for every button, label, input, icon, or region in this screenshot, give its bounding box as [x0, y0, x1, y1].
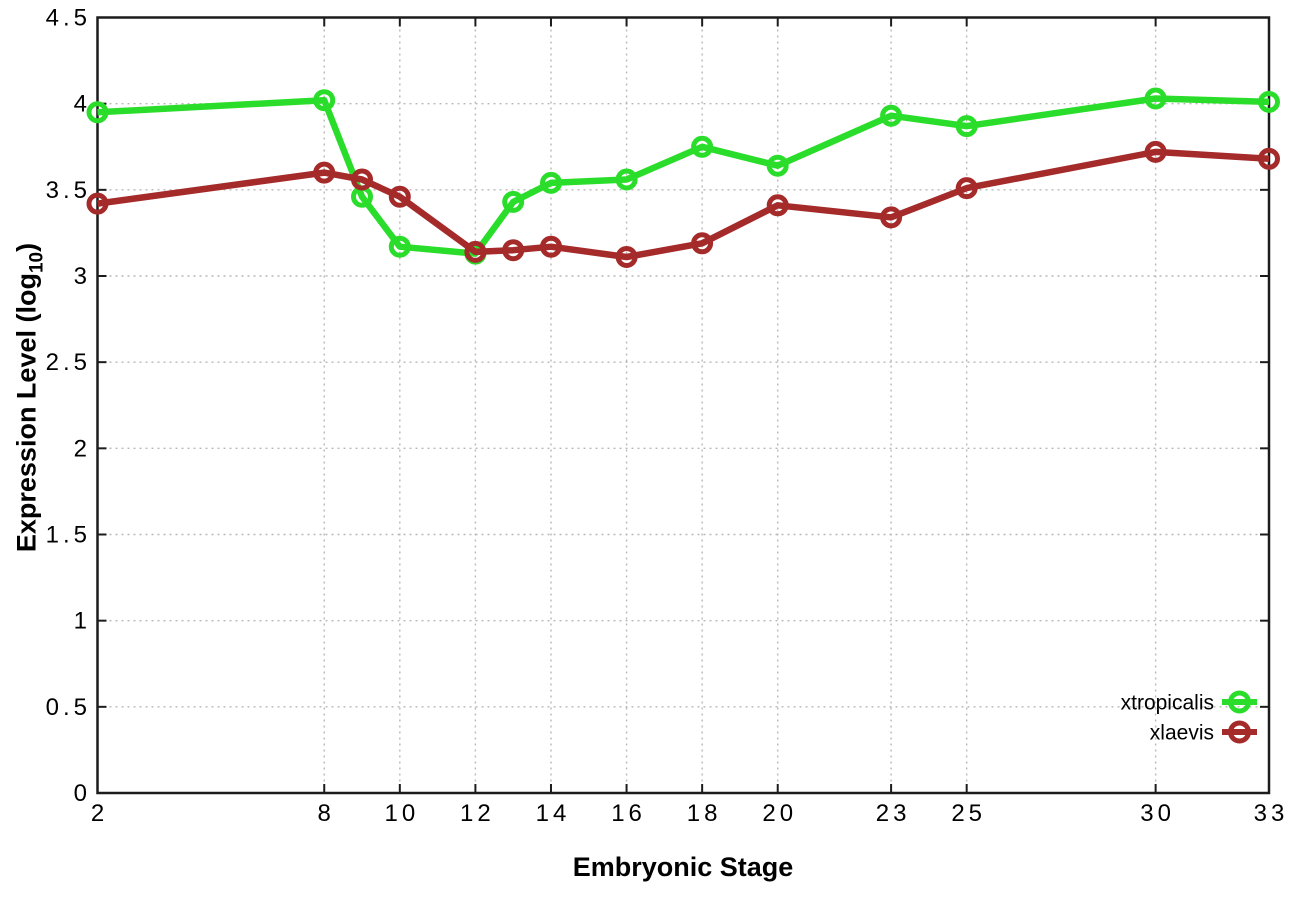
series-xtropicalis-point	[766, 154, 789, 177]
series-xlaevis-point	[691, 232, 714, 255]
series-xtropicalis-point	[313, 89, 336, 112]
x-tick-label: 2	[91, 800, 108, 827]
x-tick-label: 25	[951, 800, 986, 827]
series-xtropicalis-line	[97, 95, 1270, 257]
x-tick-label: 16	[611, 800, 646, 827]
legend-label-xlaevis: xlaevis	[1150, 722, 1214, 745]
y-tick-label: 2.5	[46, 349, 91, 376]
y-tick-label: 3	[74, 263, 91, 290]
y-tick-label: 4	[74, 91, 91, 118]
series-xlaevis-point	[1258, 147, 1280, 170]
y-tick-label: 3.5	[46, 177, 91, 204]
y-axis-title-close: )	[11, 242, 42, 252]
series-xlaevis-point	[464, 240, 487, 263]
series-xtropicalis-point	[615, 168, 638, 191]
series-xlaevis-point	[351, 168, 373, 191]
series-xlaevis-point	[880, 206, 903, 229]
y-axis-title-subscript: 10	[26, 251, 48, 274]
x-tick-label: 18	[687, 800, 722, 827]
series-xtropicalis-point	[388, 235, 411, 258]
legend-marker-xlaevis	[1228, 720, 1251, 744]
series-xlaevis-point	[540, 235, 562, 258]
series-xlaevis-point	[766, 194, 789, 217]
legend-marker-xtropicalis	[1228, 690, 1251, 714]
x-axis-title-text: Embryonic Stage	[572, 852, 794, 882]
y-tick-label: 1.5	[46, 522, 91, 549]
series-xlaevis-point	[388, 185, 411, 208]
x-axis-title: Embryonic Stage	[383, 852, 983, 883]
series-xtropicalis-point	[1258, 90, 1280, 113]
plot-border	[96, 16, 1271, 795]
x-tick-label: 30	[1140, 800, 1175, 827]
y-tick-label: 2	[74, 435, 91, 462]
x-tick-label: 23	[876, 800, 911, 827]
series-xtropicalis-point	[502, 190, 525, 213]
x-tick-label: 10	[384, 800, 419, 827]
y-tick-label: 1	[74, 608, 91, 635]
series-xtropicalis-point	[1144, 87, 1167, 110]
x-tick-label: 33	[1254, 800, 1289, 827]
series-xtropicalis-point	[86, 101, 109, 124]
series-xtropicalis-point	[955, 115, 978, 138]
x-tick-label: 8	[318, 800, 335, 827]
series-xlaevis-point	[502, 239, 525, 262]
x-tick-label: 20	[762, 800, 797, 827]
series-xlaevis-point	[615, 246, 638, 268]
y-axis-title: Expression Level (log10)	[11, 98, 48, 698]
y-tick-label: 0.5	[46, 694, 91, 721]
series-xtropicalis-point	[691, 135, 714, 158]
y-tick-label: 0	[74, 780, 91, 807]
series-xlaevis-point	[1144, 140, 1167, 163]
series-xlaevis-point	[86, 192, 109, 215]
series-xlaevis-point	[313, 161, 336, 184]
series-xtropicalis-point	[880, 104, 903, 127]
series-xtropicalis-point	[540, 171, 562, 194]
legend-label-xtropicalis: xtropicalis	[1121, 692, 1214, 715]
series-xlaevis-line	[97, 148, 1270, 261]
x-tick-label: 12	[460, 800, 495, 827]
y-tick-label: 4.5	[46, 5, 91, 32]
series-xlaevis-point	[955, 177, 978, 200]
y-axis-title-text: Expression Level (log	[11, 273, 42, 553]
x-tick-label: 14	[536, 800, 571, 827]
